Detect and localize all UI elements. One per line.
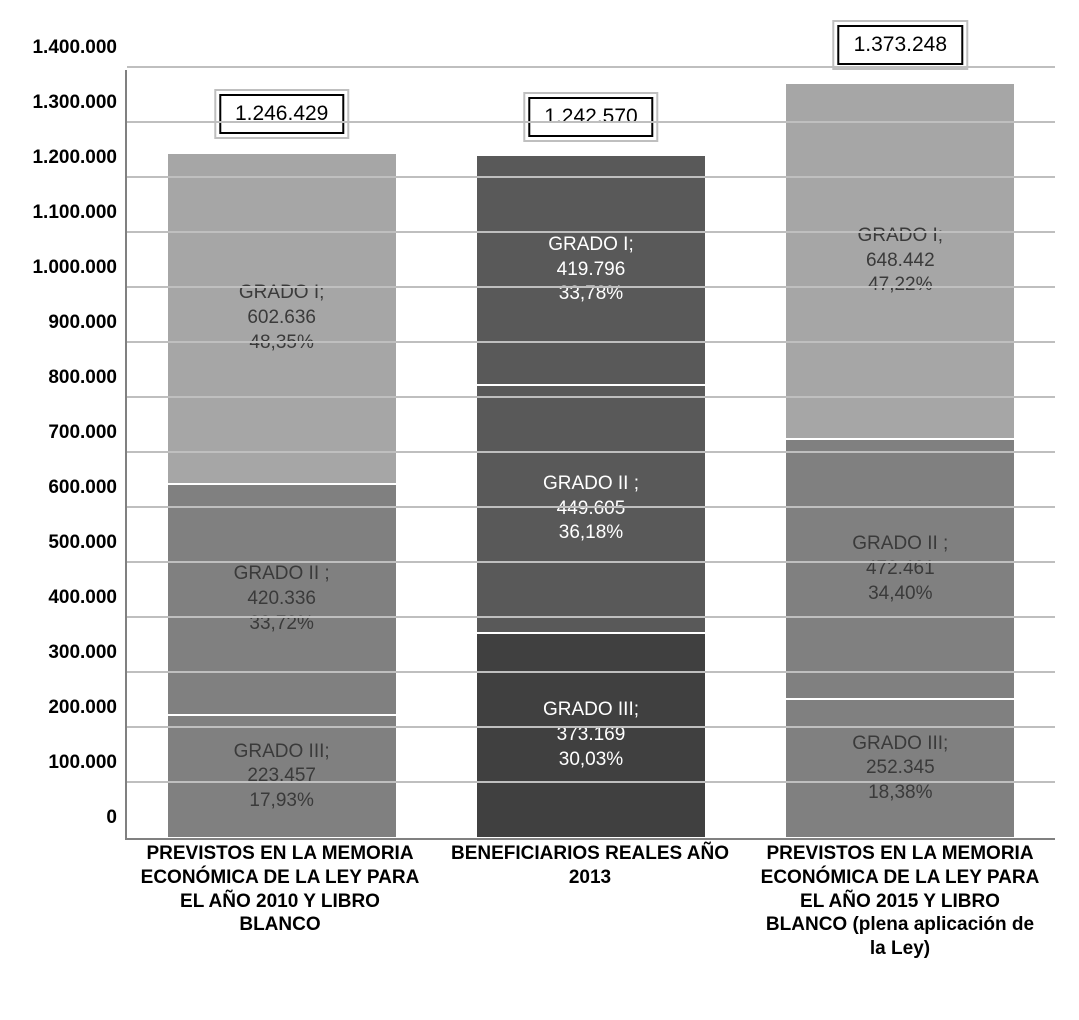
x-category-label: BENEFICIARIOS REALES AÑO 2013 [450,842,730,961]
bar-total-label: 1.373.248 [838,25,963,65]
bar-segment: GRADO II ;420.33633,72% [167,484,397,715]
bar-segment: GRADO III;373.16930,03% [476,633,706,838]
bar-segment: GRADO I;648.44247,22% [785,83,1015,440]
bar-segment: GRADO II ;449.60536,18% [476,385,706,632]
segment-value: 419.796 [557,258,626,283]
gridline [127,781,1055,783]
segment-value: 223.457 [247,764,316,789]
gridline [127,176,1055,178]
segment-value: 449.605 [557,497,626,522]
gridline [127,396,1055,398]
x-category-label: PREVISTOS EN LA MEMORIA ECONÓMICA DE LA … [140,842,420,961]
x-category-label: PREVISTOS EN LA MEMORIA ECONÓMICA DE LA … [760,842,1040,961]
segment-name: GRADO II ; [543,472,639,497]
bar-segment: GRADO I;419.79633,78% [476,155,706,386]
bar-column: 1.242.570GRADO I;419.79633,78%GRADO II ;… [476,155,706,838]
gridline [127,451,1055,453]
segment-name: GRADO III; [543,698,639,723]
bar-column: 1.246.429GRADO I;602.63648,35%GRADO II ;… [167,152,397,838]
segment-value: 420.336 [247,587,316,612]
segment-name: GRADO II ; [234,562,330,587]
gridline [127,66,1055,68]
segment-value: 648.442 [866,249,935,274]
y-tick-label: 1.300.000 [32,92,117,114]
y-tick-label: 0 [106,807,117,829]
y-tick-label: 1.400.000 [32,37,117,59]
bar-total-label: 1.246.429 [219,94,344,134]
y-tick-label: 900.000 [48,312,117,334]
bar-column: 1.373.248GRADO I;648.44247,22%GRADO II ;… [785,83,1015,838]
bar-segment: GRADO III;252.34518,38% [785,699,1015,838]
bar-segment: GRADO I;602.63648,35% [167,153,397,484]
segment-name: GRADO I; [858,224,944,249]
bars-container: 1.246.429GRADO I;602.63648,35%GRADO II ;… [127,70,1055,838]
gridline [127,231,1055,233]
stacked-bar-chart: 0 100.000 200.000 300.000 400.000 500.000 600.… [10,20,1070,1000]
segment-percent: 30,03% [559,748,623,773]
gridline [127,561,1055,563]
bar-segment: GRADO III;223.45717,93% [167,715,397,838]
y-tick-label: 300.000 [48,642,117,664]
segment-name: GRADO II ; [852,532,948,557]
y-tick-label: 1.100.000 [32,202,117,224]
segment-name: GRADO III; [234,740,330,765]
gridline [127,506,1055,508]
y-axis: 0 100.000 200.000 300.000 400.000 500.000 600.… [10,70,125,840]
segment-percent: 17,93% [249,789,313,814]
segment-value: 252.345 [866,756,935,781]
bar-total-label: 1.242.570 [528,97,653,137]
segment-name: GRADO I; [548,233,634,258]
y-tick-label: 1.200.000 [32,147,117,169]
gridline [127,286,1055,288]
y-tick-label: 600.000 [48,477,117,499]
y-tick-label: 800.000 [48,367,117,389]
gridline [127,341,1055,343]
segment-name: GRADO I; [239,281,325,306]
y-tick-label: 1.000.000 [32,257,117,279]
y-tick-label: 700.000 [48,422,117,444]
y-tick-label: 200.000 [48,697,117,719]
segment-percent: 36,18% [559,521,623,546]
segment-name: GRADO III; [852,732,948,757]
plot-area: 1.246.429GRADO I;602.63648,35%GRADO II ;… [125,70,1055,840]
segment-percent: 18,38% [868,781,932,806]
gridline [127,616,1055,618]
gridline [127,726,1055,728]
x-axis-labels: PREVISTOS EN LA MEMORIA ECONÓMICA DE LA … [125,842,1055,961]
gridline [127,121,1055,123]
y-tick-label: 100.000 [48,752,117,774]
y-tick-label: 400.000 [48,587,117,609]
segment-percent: 34,40% [868,582,932,607]
gridline [127,671,1055,673]
segment-value: 602.636 [247,306,316,331]
bar-segment: GRADO II ;472.46134,40% [785,439,1015,699]
y-tick-label: 500.000 [48,532,117,554]
